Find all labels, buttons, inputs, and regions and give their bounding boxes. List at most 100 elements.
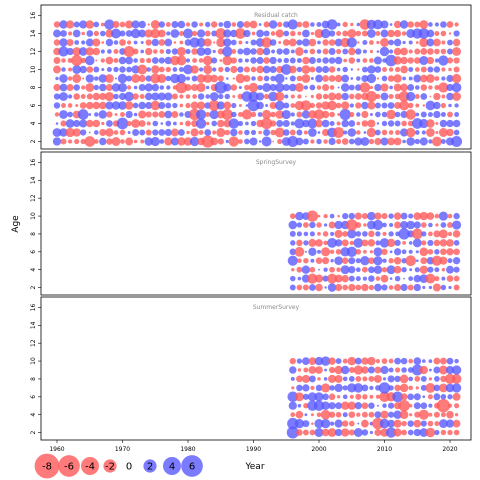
residual-bubble <box>113 66 119 73</box>
residual-bubble <box>373 256 383 266</box>
residual-bubble <box>421 231 427 237</box>
residual-bubble <box>310 385 315 391</box>
residual-bubble <box>356 112 361 117</box>
residual-bubble <box>414 48 421 55</box>
residual-bubble <box>113 40 119 45</box>
residual-bubble <box>190 101 199 110</box>
residual-bubble <box>427 248 434 255</box>
residual-bubble <box>367 65 376 74</box>
residual-bubble <box>432 38 441 47</box>
residual-bubble <box>85 55 95 66</box>
residual-bubble <box>367 356 376 366</box>
residual-bubble <box>164 137 173 146</box>
residual-bubble <box>289 248 297 256</box>
residual-bubble <box>185 94 191 99</box>
residual-bubble <box>307 392 317 402</box>
residual-bubble <box>408 358 414 364</box>
residual-bubble <box>448 285 452 290</box>
residual-bubble <box>88 131 91 134</box>
residual-bubble <box>334 274 343 283</box>
residual-bubble <box>326 19 338 30</box>
residual-bubble <box>323 377 328 381</box>
residual-bubble <box>211 57 218 64</box>
residual-bubble <box>258 23 262 26</box>
residual-bubble <box>291 268 295 272</box>
residual-bubble <box>243 75 251 82</box>
y-tick-label: 2 <box>30 430 37 434</box>
legend-label: -8 <box>42 462 52 473</box>
residual-bubble <box>407 284 414 291</box>
residual-bubble <box>415 41 419 44</box>
residual-bubble <box>453 129 460 136</box>
residual-bubble <box>177 129 185 136</box>
residual-bubble <box>197 93 205 100</box>
residual-bubble <box>296 384 303 392</box>
residual-bubble <box>335 248 342 255</box>
residual-bubble <box>219 59 223 62</box>
residual-bubble <box>243 47 251 56</box>
residual-bubble <box>290 94 295 99</box>
residual-bubble <box>172 67 178 72</box>
residual-bubble <box>158 101 166 110</box>
legend-item: 6 <box>181 455 203 477</box>
residual-bubble <box>73 21 80 28</box>
bubbles <box>52 19 463 148</box>
residual-bubble <box>380 137 389 146</box>
residual-bubble <box>223 38 232 47</box>
residual-bubble <box>212 130 217 135</box>
residual-bubble <box>389 23 393 26</box>
residual-bubble <box>302 393 309 400</box>
residual-bubble <box>126 85 132 90</box>
residual-bubble <box>329 213 335 219</box>
residual-bubble <box>315 366 323 374</box>
residual-bubble <box>341 401 350 410</box>
residual-bubble <box>218 93 224 100</box>
residual-bubble <box>243 29 251 38</box>
residual-bubble <box>205 94 210 99</box>
residual-bubble <box>434 31 440 36</box>
residual-bubble <box>269 83 277 92</box>
residual-bubble <box>328 411 336 418</box>
residual-bubble <box>452 257 461 265</box>
residual-bubble <box>303 222 309 228</box>
residual-bubble <box>290 121 295 126</box>
residual-bubble <box>361 239 369 247</box>
residual-bubble <box>348 212 356 220</box>
residual-bubble <box>322 65 330 74</box>
residual-bubble <box>178 30 184 37</box>
residual-bubble <box>208 100 220 111</box>
residual-bubble <box>428 231 433 237</box>
residual-bubble <box>452 230 461 238</box>
residual-bubble <box>138 120 146 127</box>
residual-bubble <box>401 31 407 36</box>
residual-bubble <box>428 285 433 290</box>
residual-bubble <box>111 137 121 146</box>
residual-bubble <box>329 266 335 273</box>
y-tick-label: 10 <box>30 66 37 74</box>
residual-bubble <box>322 39 329 46</box>
residual-bubble <box>335 411 342 418</box>
residual-bubble <box>362 58 368 63</box>
residual-bubble <box>244 129 250 136</box>
residual-bubble <box>78 47 88 56</box>
residual-bubble <box>393 38 402 47</box>
residual-bubble <box>373 56 382 65</box>
residual-bubble <box>368 138 375 145</box>
residual-bubble <box>170 73 180 84</box>
residual-bubble <box>334 256 343 266</box>
y-tick-label: 14 <box>30 321 37 329</box>
residual-bubble <box>389 222 394 228</box>
residual-bubble <box>381 284 388 291</box>
residual-bubble <box>414 376 421 382</box>
residual-bubble <box>348 275 355 282</box>
panel-frame <box>40 151 472 296</box>
residual-bubble <box>216 37 226 48</box>
residual-bubble <box>53 93 61 100</box>
residual-bubble <box>428 359 433 363</box>
residual-bubble <box>441 40 446 45</box>
residual-bubble <box>311 422 314 425</box>
residual-bubble <box>374 212 382 220</box>
residual-bubble <box>218 22 224 27</box>
residual-bubble <box>440 139 446 144</box>
residual-bubble <box>328 393 336 401</box>
